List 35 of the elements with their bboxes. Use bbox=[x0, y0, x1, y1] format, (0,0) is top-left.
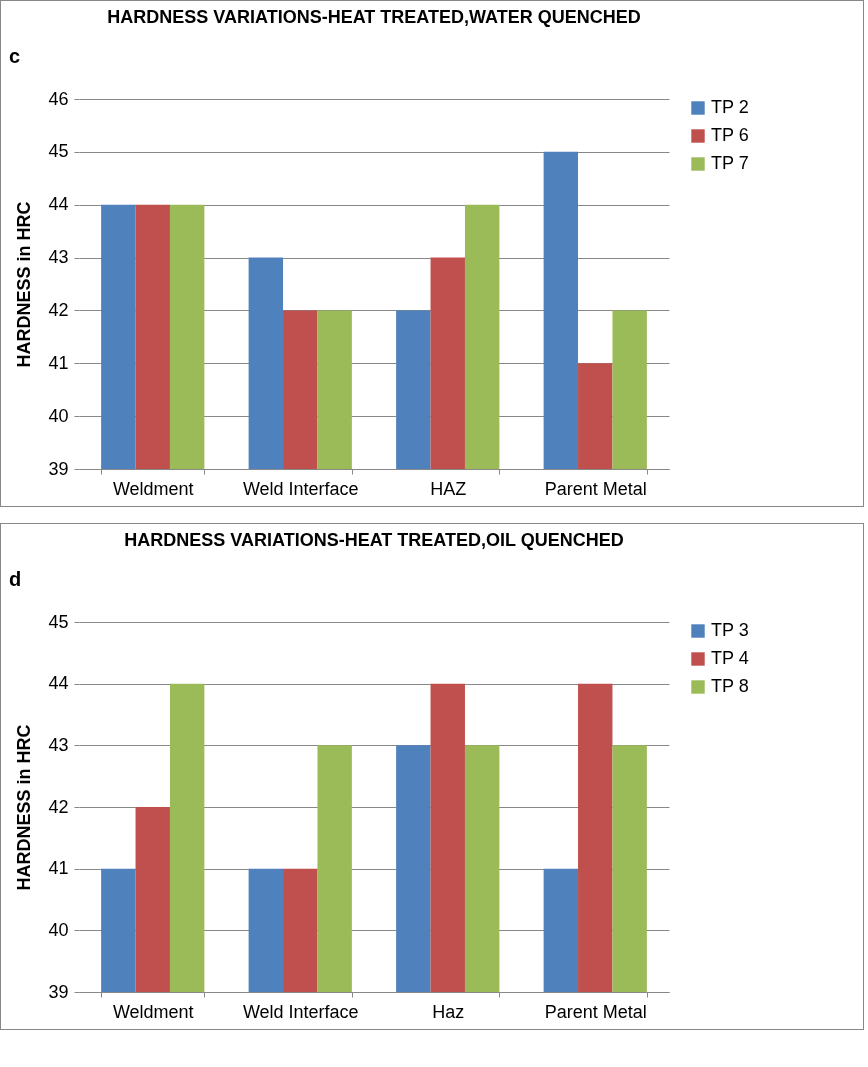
y-tick-label: 41 bbox=[48, 352, 69, 373]
y-tick-label: 44 bbox=[48, 673, 69, 694]
x-tick-label: Weld Interface bbox=[242, 478, 359, 499]
y-tick-label: 39 bbox=[48, 981, 69, 1002]
y-tick-label: 46 bbox=[48, 88, 69, 109]
y-tick-label: 42 bbox=[48, 796, 69, 817]
x-tick-label: Weldment bbox=[112, 478, 194, 499]
text: d bbox=[9, 568, 22, 590]
x-tick-label: Weld Interface bbox=[242, 1001, 359, 1022]
legend-label: TP 3 bbox=[711, 620, 749, 640]
legend-label: TP 8 bbox=[711, 676, 749, 696]
x-tick-label: HAZ bbox=[430, 478, 467, 499]
y-tick-label: 40 bbox=[48, 919, 69, 940]
y-axis-title: HARDNESS in HRC bbox=[14, 201, 35, 368]
y-axis-title: HARDNESS in HRC bbox=[14, 724, 35, 891]
x-tick-label: Haz bbox=[432, 1001, 465, 1022]
legend-label: TP 7 bbox=[711, 153, 749, 173]
y-tick-label: 40 bbox=[48, 405, 69, 426]
legend-label: TP 4 bbox=[711, 648, 749, 668]
y-tick-label: 41 bbox=[48, 858, 69, 879]
y-tick-label: 45 bbox=[48, 611, 69, 632]
y-tick-label: 44 bbox=[48, 194, 69, 215]
y-tick-label: 39 bbox=[48, 458, 69, 479]
y-tick-label: 45 bbox=[48, 141, 69, 162]
chart-title: HARDNESS VARIATIONS-HEAT TREATED,WATER QUENCHED bbox=[107, 7, 641, 27]
y-tick-label: 42 bbox=[48, 299, 69, 320]
legend-label: TP 6 bbox=[711, 125, 749, 145]
text: c bbox=[9, 45, 21, 67]
y-tick-label: 43 bbox=[48, 734, 69, 755]
x-tick-label: Weldment bbox=[112, 1001, 194, 1022]
y-tick-label: 43 bbox=[48, 247, 69, 268]
x-tick-label: Parent Metal bbox=[544, 1001, 647, 1022]
x-tick-label: Parent Metal bbox=[544, 478, 647, 499]
legend-label: TP 2 bbox=[711, 97, 749, 117]
chart-title: HARDNESS VARIATIONS-HEAT TREATED,OIL QUENCHED bbox=[124, 530, 624, 550]
